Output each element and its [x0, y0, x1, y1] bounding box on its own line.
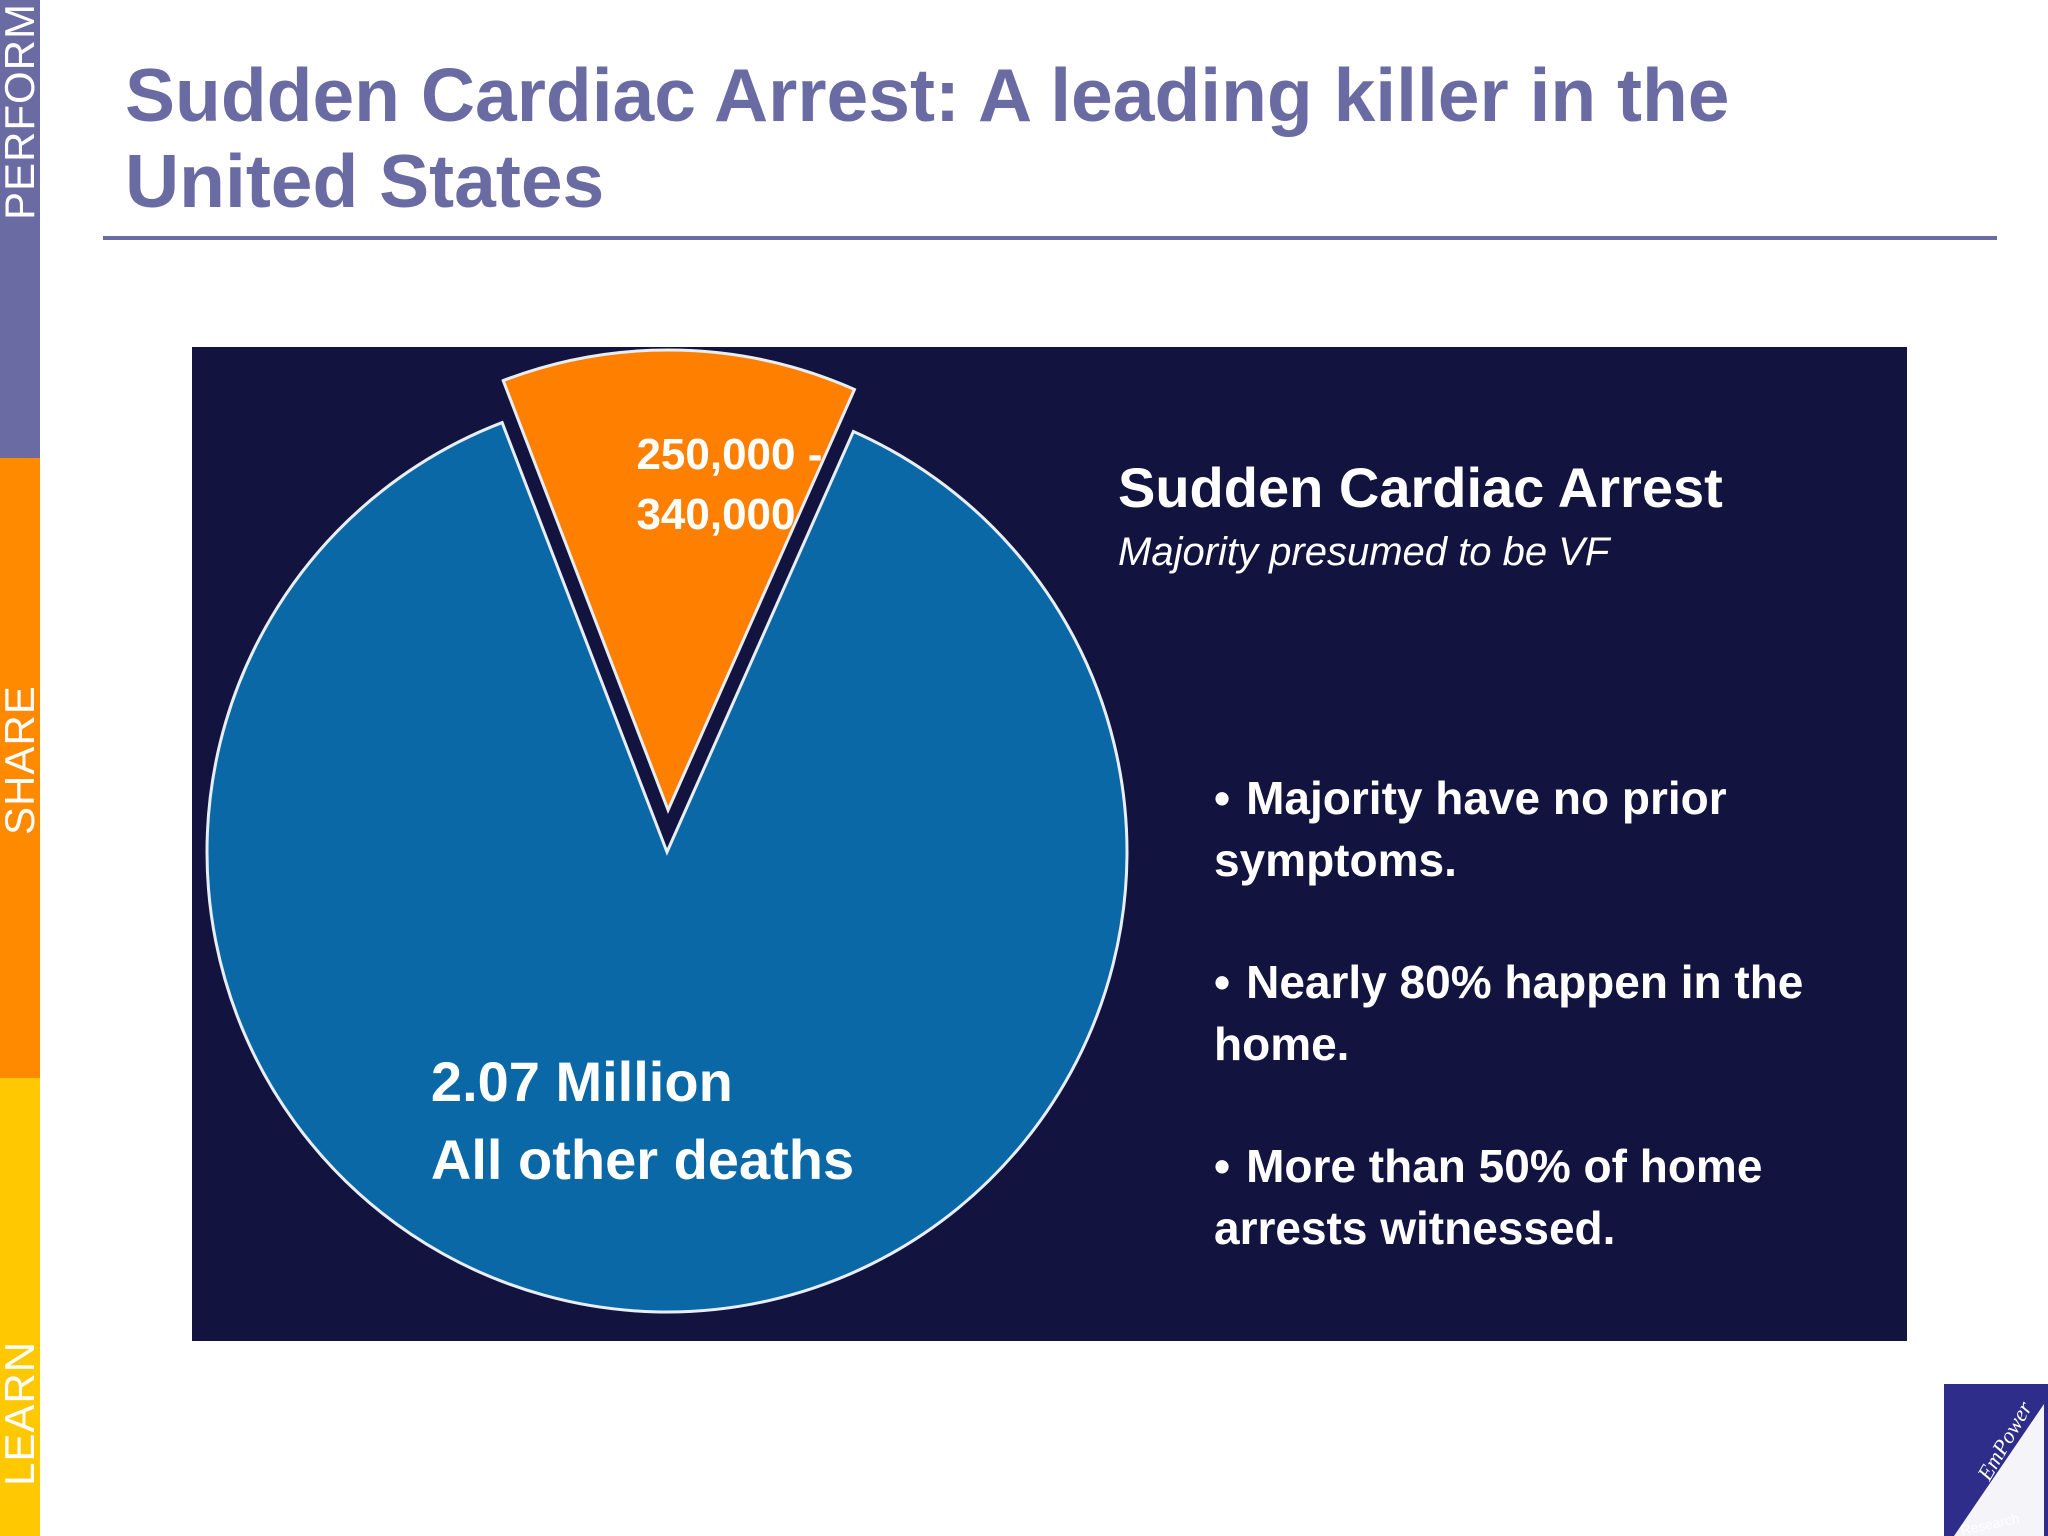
- slide-title: Sudden Cardiac Arrest: A leading killer …: [125, 53, 1730, 223]
- sidebar-label-learn: LEARN: [0, 1340, 40, 1486]
- callout-subtitle: Majority presumed to be VF: [1118, 530, 1610, 574]
- pie-chart: 250,000 -340,000 2.07 Million All other de…: [205, 348, 1129, 1314]
- pie-slice: [501, 348, 857, 814]
- bullet-item: Nearly 80% happen in the home.: [1214, 951, 1894, 1075]
- chart-panel: 250,000 -340,000 2.07 Million All other de…: [192, 347, 1907, 1341]
- bullet-item: More than 50% of home arrests witnessed.: [1214, 1135, 1894, 1259]
- sidebar-band-share: SHARE: [0, 458, 40, 1078]
- sidebar-label-perform: PERFORM: [0, 3, 40, 220]
- empower-research-logo: EmPower Research: [1944, 1384, 2048, 1536]
- sidebar-band-perform: PERFORM: [0, 0, 40, 458]
- bullet-item: Majority have no prior symptoms.: [1214, 767, 1894, 891]
- pie-slice: [205, 420, 1129, 1314]
- pie-slice-label: 250,000 -340,000: [636, 430, 822, 539]
- callout-title: Sudden Cardiac Arrest: [1118, 456, 1723, 519]
- pie-slice-label: 2.07 Million All other deaths: [431, 1050, 854, 1191]
- bullet-list: Majority have no prior symptoms. Nearly …: [1214, 767, 1894, 1319]
- logo-sail-icon: [1954, 1404, 2044, 1536]
- title-divider: [103, 236, 1997, 240]
- sidebar-label-share: SHARE: [0, 685, 40, 835]
- sidebar-band-learn: LEARN: [0, 1078, 40, 1536]
